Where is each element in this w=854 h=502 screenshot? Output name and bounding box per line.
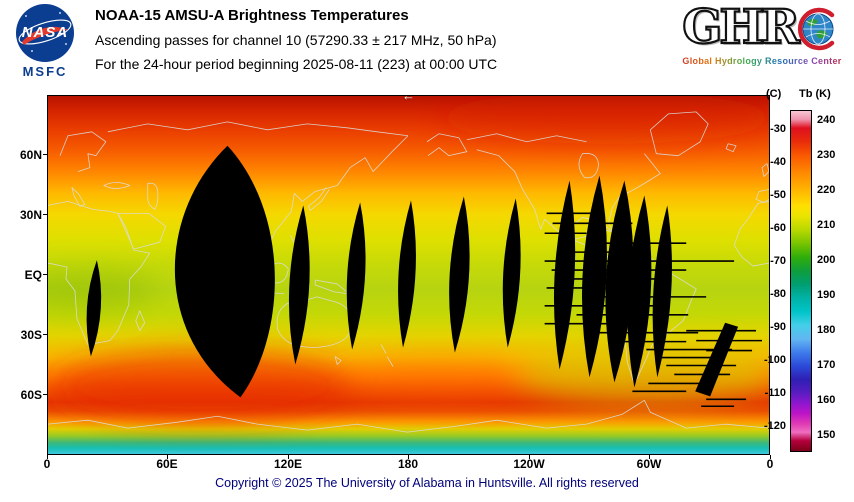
lat-label-eq: EQ [24,268,42,282]
map-layers [48,96,769,433]
lat-label-30n: 30N [19,208,42,222]
colorbar [790,110,812,452]
colorbar-k-label: 190 [817,289,836,301]
colorbar-unit-kelvin: Tb (K) [799,88,831,100]
globe-icon [796,5,842,51]
colorbar-unit-celsius: (C) [766,88,782,100]
colorbar-c-label: -70 [770,255,786,267]
lon-tick [167,455,168,459]
colorbar-c-label: -110 [764,387,786,399]
colorbar-k-label: 230 [817,149,836,161]
colorbar-c-label: -120 [763,420,786,432]
ghrc-logo: GHR Global Hydrology Resource Center [674,0,850,66]
lon-label-180: 180 [397,457,419,471]
nasa-meatball-icon: NASA [16,4,74,62]
ghrc-tagline: Global Hydrology Resource Center [674,56,850,66]
nasa-logo: NASA MSFC [13,4,77,79]
lon-label-60w: 60W [636,457,662,471]
colorbar-c-label: -30 [770,123,786,135]
swath-direction-arrow: ← [402,88,415,103]
nasa-wordmark: NASA [21,24,69,41]
temperature-anomaly-blobs [48,96,769,423]
lat-tick [43,214,47,215]
colorbar-c-label: -80 [770,288,786,300]
colorbar-k-label: 210 [817,219,836,231]
nasa-meatball-art [18,12,72,52]
lat-label-60s: 60S [20,388,42,402]
colorbar-c-label: -40 [770,156,786,168]
colorbar-k-label: 150 [817,429,836,441]
lat-tick [43,274,47,275]
colorbar-c-label: -60 [770,222,786,234]
lon-tick [770,455,771,459]
lat-tick [43,334,47,335]
ghrc-wordmark: GHR [674,0,850,55]
colorbar-c-label: -50 [770,189,786,201]
colorbar-k-label: 220 [817,184,836,196]
colorbar-k-label: 240 [817,114,836,126]
lat-tick [43,394,47,395]
lon-label-0e: 0 [43,457,51,471]
lat-label-60n: 60N [19,148,42,162]
channel-subtitle: Ascending passes for channel 10 (57290.3… [95,32,497,48]
colorbar-c-label: -100 [763,354,786,366]
title-block: NOAA-15 AMSU-A Brightness Temperatures A… [95,7,497,80]
lon-label-0w: 0 [766,457,774,471]
lat-tick [43,154,47,155]
copyright-line: Copyright © 2025 The University of Alaba… [215,476,639,490]
lon-tick [47,455,48,459]
colorbar-k-label: 200 [817,254,836,266]
lon-tick [288,455,289,459]
coastlines-layer [48,111,769,433]
period-line: For the 24-hour period beginning 2025-08… [95,56,498,72]
lon-label-120e: 120E [273,457,303,471]
page-title: NOAA-15 AMSU-A Brightness Temperatures [95,7,409,24]
brightness-temperature-map [47,95,770,455]
lat-label-30s: 30S [20,328,42,342]
lon-tick [529,455,530,459]
lon-tick [408,455,409,459]
colorbar-k-label: 160 [817,394,836,406]
dropout-streaks-layer [544,212,763,408]
colorbar-k-label: 180 [817,324,836,336]
colorbar-k-label: 170 [817,359,836,371]
lon-label-60e: 60E [156,457,178,471]
colorbar-c-label: -90 [770,321,786,333]
lon-tick [649,455,650,459]
lon-label-120w: 120W [513,457,545,471]
ghrc-letters: GHR [681,0,801,55]
nasa-center-label: MSFC [22,64,68,79]
